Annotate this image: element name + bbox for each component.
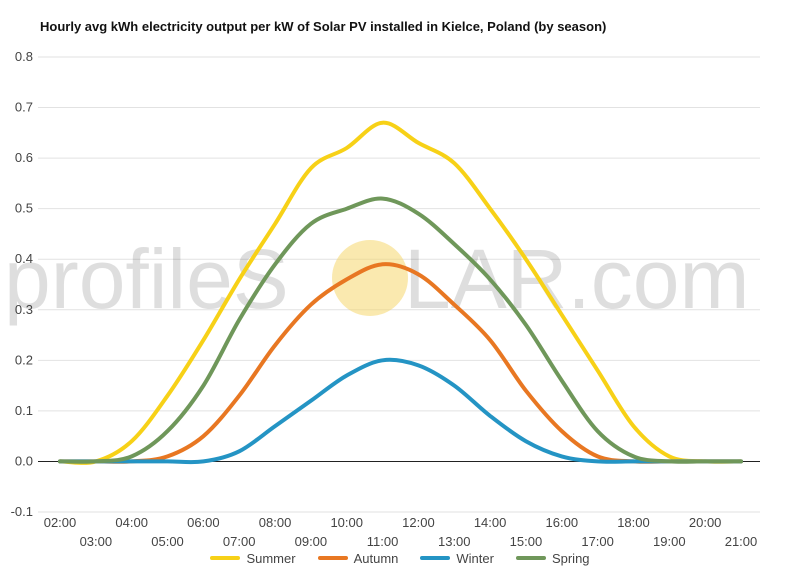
legend-label: Spring — [551, 550, 590, 566]
x-tick-label: 10:00 — [330, 515, 363, 530]
legend-item-summer[interactable]: Summer — [210, 550, 296, 566]
series-lines — [58, 120, 743, 465]
x-tick-label: 09:00 — [295, 534, 328, 549]
watermark-sun — [332, 240, 408, 316]
y-axis-labels: -0.1 0.0 0.1 0.2 0.3 0.4 0.5 0.6 0.7 0.8 — [11, 49, 33, 519]
x-tick-label: 15:00 — [510, 534, 543, 549]
x-tick-label: 03:00 — [80, 534, 113, 549]
legend-swatch — [515, 556, 546, 560]
legend: Summer Autumn Winter Spring — [0, 549, 800, 567]
legend-swatch — [317, 556, 348, 560]
legend-swatch — [420, 556, 451, 560]
y-tick-label: 0.6 — [15, 150, 33, 165]
x-axis-labels: 02:0003:0004:0005:0006:0007:0008:0009:00… — [44, 515, 758, 549]
x-tick-label: 19:00 — [653, 534, 686, 549]
legend-swatch — [210, 556, 241, 560]
series-line-summer — [58, 120, 743, 465]
legend-label: Autumn — [353, 550, 399, 566]
x-tick-label: 07:00 — [223, 534, 256, 549]
y-tick-label: 0.3 — [15, 302, 33, 317]
legend-item-spring[interactable]: Spring — [515, 550, 590, 566]
x-tick-label: 16:00 — [546, 515, 579, 530]
x-tick-label: 11:00 — [367, 534, 399, 549]
x-tick-label: 17:00 — [581, 534, 614, 549]
y-tick-label: 0.4 — [15, 251, 33, 266]
x-tick-label: 05:00 — [151, 534, 184, 549]
x-tick-label: 06:00 — [187, 515, 220, 530]
x-tick-label: 18:00 — [617, 515, 650, 530]
y-tick-label: 0.7 — [15, 100, 33, 115]
watermark: profileS LAR.com — [4, 232, 749, 326]
chart-title: Hourly avg kWh electricity output per kW… — [40, 19, 607, 34]
legend-item-winter[interactable]: Winter — [420, 551, 494, 566]
y-tick-label: 0.0 — [15, 453, 33, 468]
x-tick-label: 21:00 — [725, 534, 758, 549]
x-tick-label: 02:00 — [44, 515, 77, 530]
y-tick-label: 0.8 — [15, 49, 33, 64]
legend-label: Winter — [456, 550, 494, 566]
legend-label: Summer — [246, 550, 296, 566]
x-tick-label: 20:00 — [689, 515, 722, 530]
x-tick-label: 04:00 — [115, 515, 148, 530]
legend-item-autumn[interactable]: Autumn — [317, 550, 399, 566]
y-tick-label: 0.1 — [15, 403, 33, 418]
y-tick-label: 0.5 — [15, 201, 33, 216]
series-line-spring — [58, 196, 743, 464]
series-line-winter — [58, 357, 743, 465]
x-tick-label: 12:00 — [402, 515, 435, 530]
x-tick-label: 13:00 — [438, 534, 471, 549]
x-tick-label: 14:00 — [474, 515, 507, 530]
x-tick-label: 08:00 — [259, 515, 292, 530]
y-tick-label: -0.1 — [11, 504, 33, 519]
y-tick-label: 0.2 — [15, 352, 33, 367]
